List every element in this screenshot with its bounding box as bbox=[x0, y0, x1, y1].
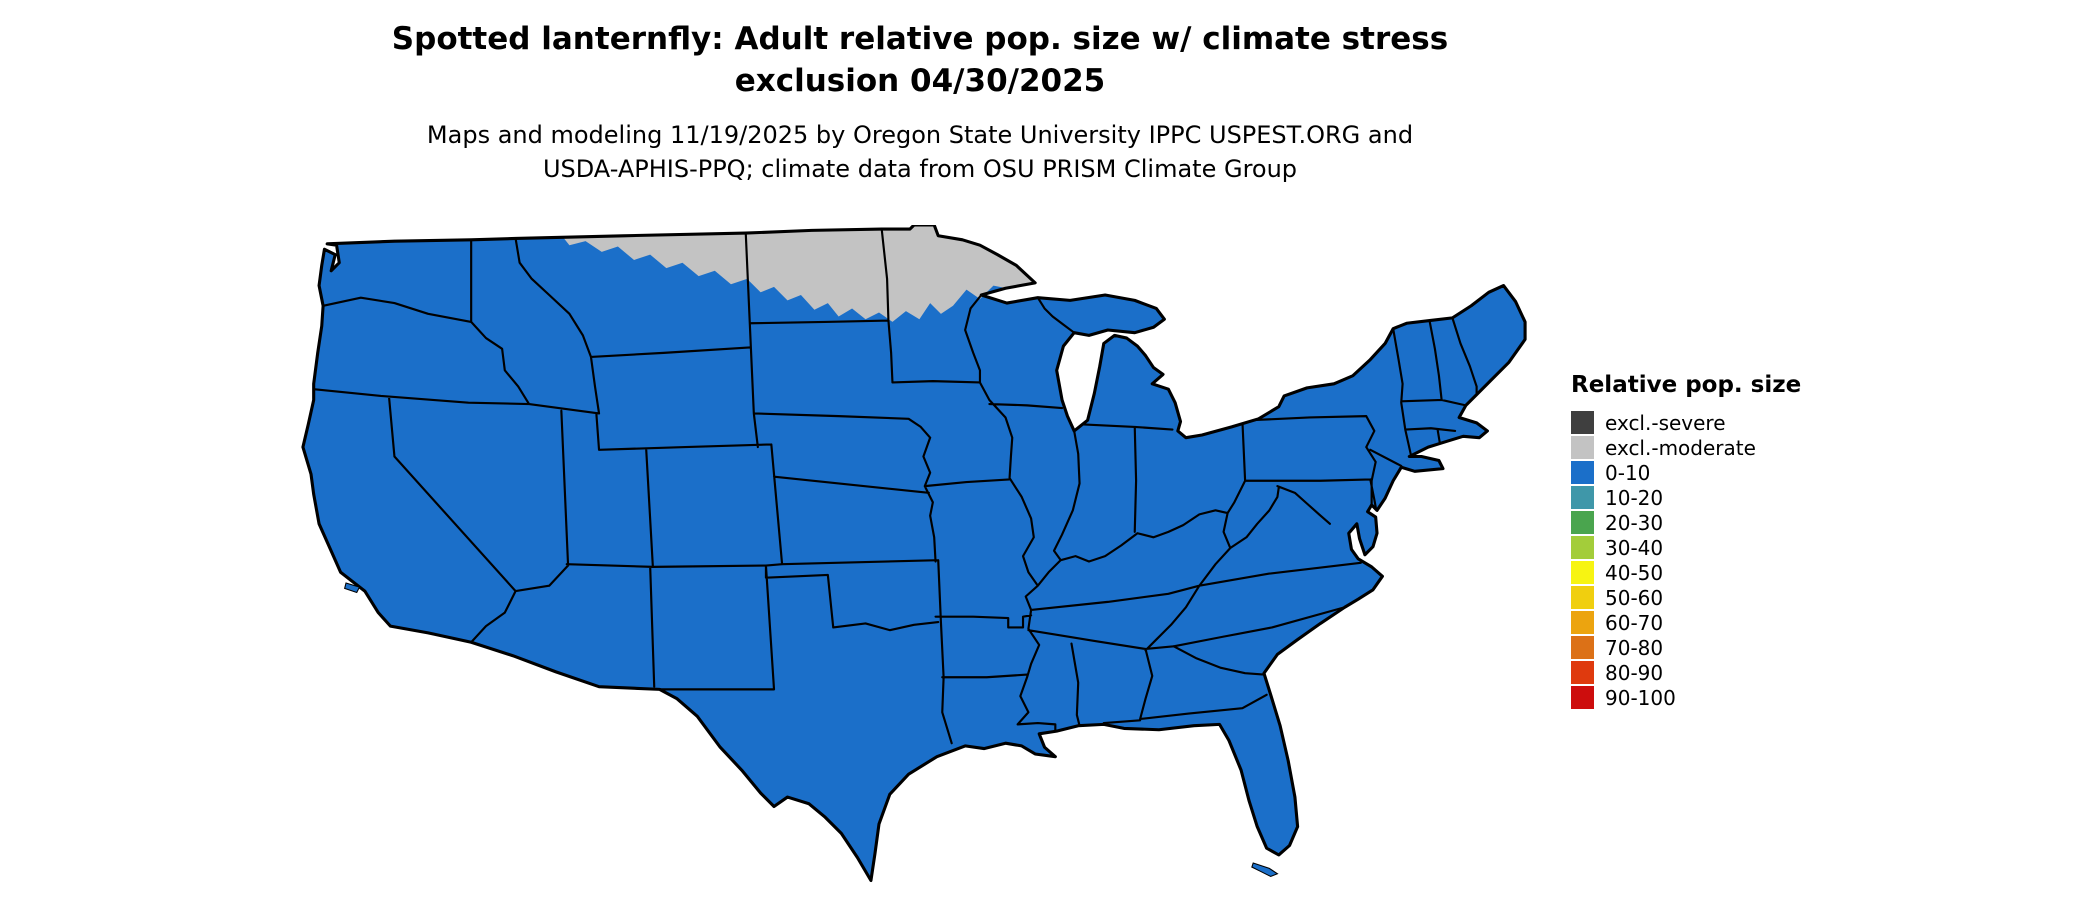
legend-swatch bbox=[1571, 536, 1594, 559]
channel-islands bbox=[343, 582, 361, 594]
legend-swatch bbox=[1571, 586, 1594, 609]
legend-swatch bbox=[1571, 561, 1594, 584]
map-outline bbox=[301, 225, 1527, 883]
legend-label: excl.-severe bbox=[1605, 410, 1726, 435]
page-title: Spotted lanternfly: Adult relative pop. … bbox=[0, 18, 1840, 102]
legend-swatch bbox=[1571, 686, 1594, 709]
florida-keys bbox=[1251, 862, 1279, 878]
us-choropleth-map bbox=[301, 225, 1527, 883]
legend-swatch bbox=[1571, 436, 1594, 459]
legend-swatch bbox=[1571, 511, 1594, 534]
title-block: Spotted lanternfly: Adult relative pop. … bbox=[0, 18, 1840, 186]
state-borders bbox=[312, 227, 1478, 745]
legend-item: 90-100 bbox=[1571, 685, 1801, 710]
legend-item: 70-80 bbox=[1571, 635, 1801, 660]
legend-label: 0-10 bbox=[1605, 460, 1651, 485]
legend-swatch bbox=[1571, 461, 1594, 484]
legend-swatch bbox=[1571, 486, 1594, 509]
map-exclusion-moderate-region bbox=[564, 226, 1036, 322]
legend-label: 50-60 bbox=[1605, 585, 1664, 610]
legend-item: 30-40 bbox=[1571, 535, 1801, 560]
legend-item: 0-10 bbox=[1571, 460, 1801, 485]
legend-label: 90-100 bbox=[1605, 685, 1676, 710]
legend-swatch bbox=[1571, 411, 1594, 434]
legend-item: excl.-moderate bbox=[1571, 435, 1801, 460]
legend-title: Relative pop. size bbox=[1571, 372, 1802, 398]
legend-label: 70-80 bbox=[1605, 635, 1664, 660]
legend-item: 80-90 bbox=[1571, 660, 1801, 685]
legend-item: 40-50 bbox=[1571, 560, 1801, 585]
legend-label: 60-70 bbox=[1605, 610, 1664, 635]
legend-label: 30-40 bbox=[1605, 535, 1664, 560]
legend-label: 10-20 bbox=[1605, 485, 1664, 510]
legend-swatch bbox=[1571, 636, 1594, 659]
legend-label: 20-30 bbox=[1605, 510, 1664, 535]
legend-item: 50-60 bbox=[1571, 585, 1801, 610]
subtitle: Maps and modeling 11/19/2025 by Oregon S… bbox=[0, 118, 1840, 186]
title-line-1: Spotted lanternfly: Adult relative pop. … bbox=[391, 21, 1449, 57]
legend-item: 20-30 bbox=[1571, 510, 1801, 535]
legend-label: excl.-moderate bbox=[1605, 435, 1756, 460]
map-land bbox=[302, 225, 1526, 881]
subtitle-line-2: USDA-APHIS-PPQ; climate data from OSU PR… bbox=[542, 155, 1298, 183]
legend-label: 80-90 bbox=[1605, 660, 1664, 685]
legend: Relative pop. size excl.-severe excl.-mo… bbox=[1571, 372, 1801, 710]
legend-swatch bbox=[1571, 661, 1594, 684]
legend-label: 40-50 bbox=[1605, 560, 1664, 585]
legend-item: excl.-severe bbox=[1571, 410, 1801, 435]
legend-swatch bbox=[1571, 611, 1594, 634]
legend-item: 60-70 bbox=[1571, 610, 1801, 635]
legend-item: 10-20 bbox=[1571, 485, 1801, 510]
title-line-2: exclusion 04/30/2025 bbox=[734, 63, 1106, 99]
subtitle-line-1: Maps and modeling 11/19/2025 by Oregon S… bbox=[426, 121, 1414, 149]
